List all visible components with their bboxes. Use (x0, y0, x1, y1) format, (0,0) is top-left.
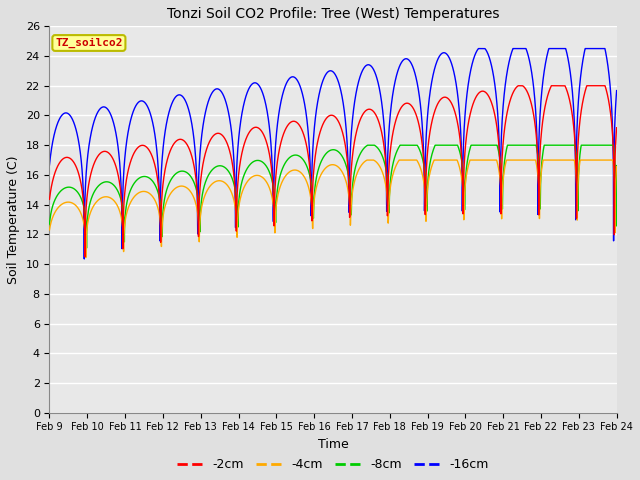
Text: TZ_soilco2: TZ_soilco2 (55, 38, 123, 48)
X-axis label: Time: Time (317, 438, 348, 451)
Title: Tonzi Soil CO2 Profile: Tree (West) Temperatures: Tonzi Soil CO2 Profile: Tree (West) Temp… (167, 7, 499, 21)
Legend: -2cm, -4cm, -8cm, -16cm: -2cm, -4cm, -8cm, -16cm (172, 453, 494, 476)
Y-axis label: Soil Temperature (C): Soil Temperature (C) (7, 155, 20, 284)
